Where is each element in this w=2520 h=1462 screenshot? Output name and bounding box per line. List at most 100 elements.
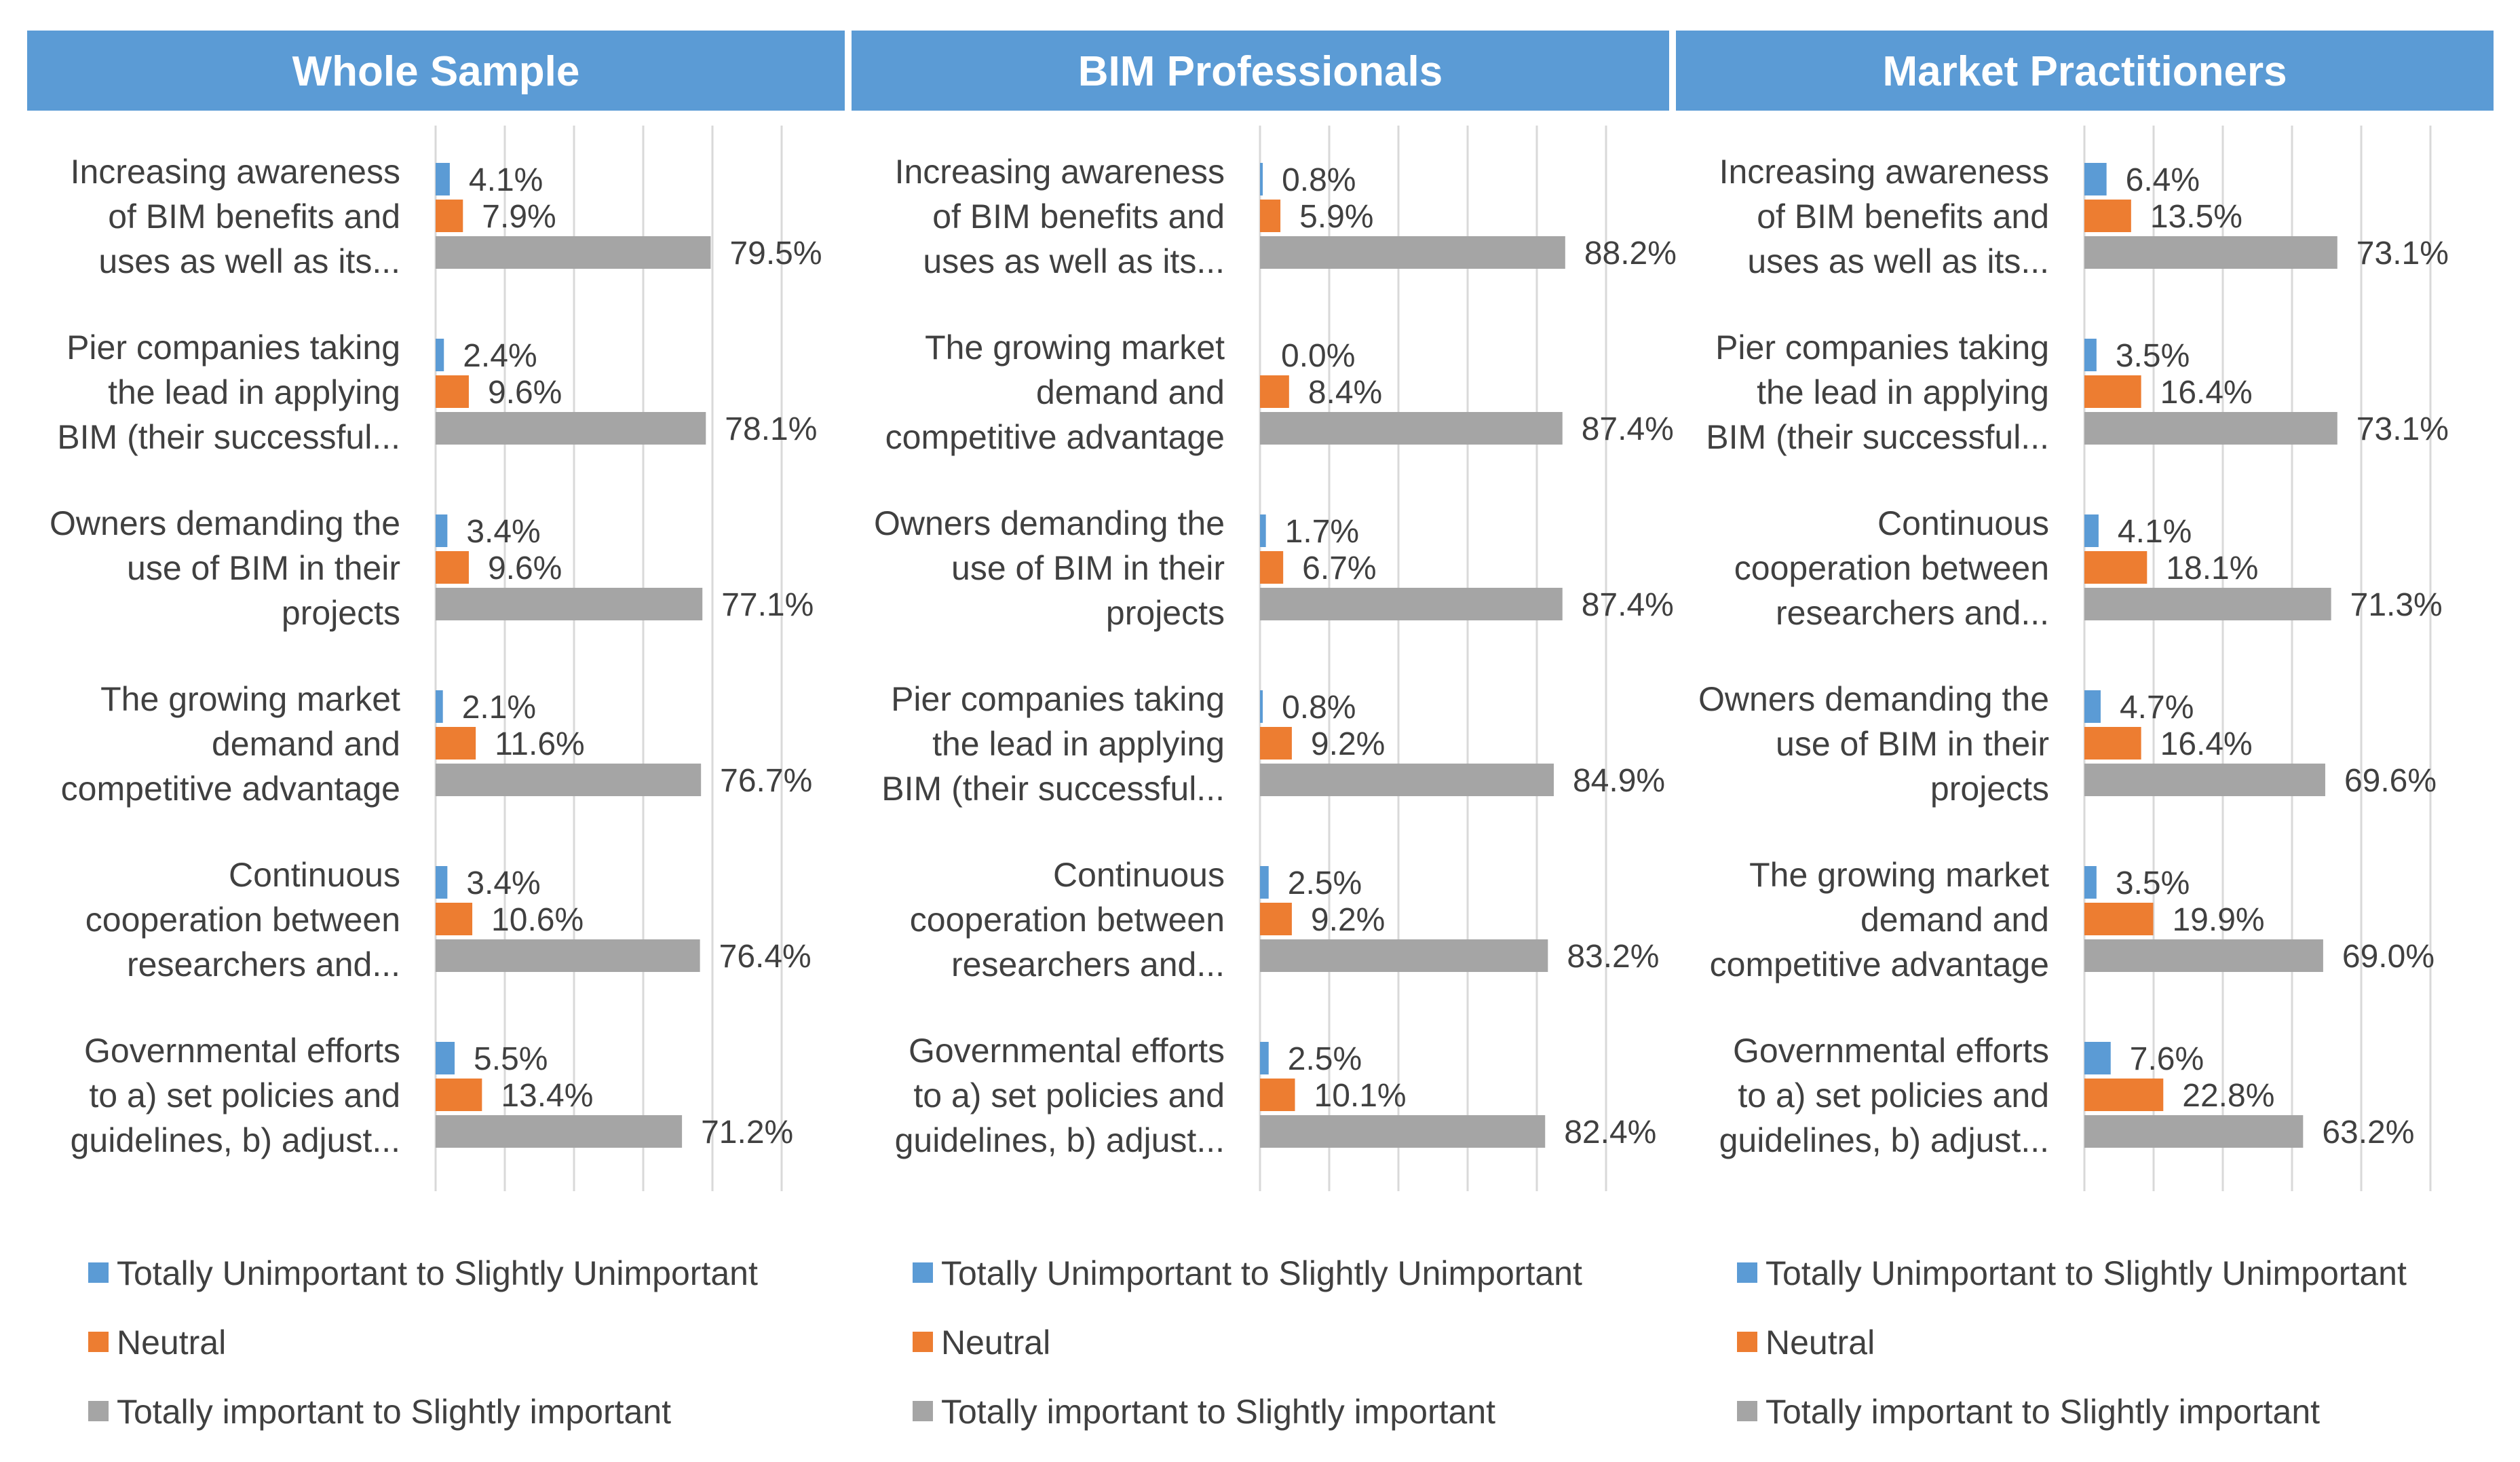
bar-unimportant — [1260, 690, 1263, 723]
category-label: demand and — [1860, 901, 2049, 939]
category-label: uses as well as its... — [98, 242, 400, 280]
category-label: Governmental efforts — [1733, 1032, 2049, 1070]
data-label-neutral: 18.1% — [2166, 550, 2258, 586]
bar-unimportant — [2084, 514, 2099, 547]
bar-important — [2084, 588, 2331, 620]
legend-label-neutral: Neutral — [117, 1324, 226, 1362]
data-label-important: 82.4% — [1564, 1114, 1656, 1150]
category-label: projects — [1106, 594, 1225, 632]
legend-label-unimportant: Totally Unimportant to Slightly Unimport… — [941, 1254, 1582, 1292]
category-label: Governmental efforts — [909, 1032, 1225, 1070]
category-label: demand and — [212, 725, 400, 763]
category-label: Pier companies taking — [1715, 329, 2049, 367]
bar-unimportant — [436, 339, 444, 371]
category-label: competitive advantage — [1710, 945, 2049, 983]
bar-important — [1260, 764, 1554, 796]
legend-label-neutral: Neutral — [941, 1324, 1050, 1362]
bar-important — [1260, 1115, 1546, 1148]
category-label: The growing market — [100, 680, 400, 718]
category-label: projects — [282, 594, 400, 632]
bar-neutral — [2084, 200, 2131, 232]
data-label-important: 87.4% — [1582, 411, 1674, 447]
category-label: Owners demanding the — [1698, 680, 2049, 718]
category-label: Increasing awareness — [895, 153, 1225, 191]
data-label-unimportant: 2.4% — [463, 338, 537, 374]
data-label-neutral: 10.1% — [1314, 1078, 1407, 1114]
legend-swatch-unimportant — [1737, 1262, 1757, 1283]
category-label: Continuous — [1053, 856, 1225, 894]
data-label-neutral: 11.6% — [495, 726, 585, 762]
category-label: of BIM benefits and — [108, 198, 400, 236]
data-label-neutral: 16.4% — [2160, 375, 2253, 411]
legend-label-important: Totally important to Slightly important — [941, 1393, 1495, 1431]
bar-important — [2084, 236, 2337, 269]
bar-unimportant — [436, 866, 448, 899]
bar-unimportant — [436, 514, 448, 547]
bar-important — [1260, 236, 1565, 269]
category-label: demand and — [1036, 373, 1225, 411]
category-label: to a) set policies and — [913, 1076, 1225, 1114]
legend-label-unimportant: Totally Unimportant to Slightly Unimport… — [117, 1254, 758, 1292]
data-label-neutral: 7.9% — [482, 199, 556, 235]
bar-unimportant — [1260, 1042, 1269, 1074]
bar-neutral — [2084, 903, 2154, 935]
data-label-neutral: 6.7% — [1302, 550, 1376, 586]
data-label-important: 84.9% — [1573, 763, 1665, 799]
category-label: Increasing awareness — [71, 153, 400, 191]
bar-unimportant — [2084, 1042, 2111, 1074]
bar-important — [1260, 588, 1563, 620]
category-label: researchers and... — [951, 945, 1225, 983]
bar-unimportant — [1260, 866, 1269, 899]
data-label-unimportant: 7.6% — [2130, 1041, 2204, 1077]
panel-header-2 — [852, 31, 1669, 111]
category-label: use of BIM in their — [127, 549, 400, 587]
data-label-important: 69.0% — [2342, 939, 2435, 975]
panel-title-2: BIM Professionals — [1078, 48, 1443, 95]
category-label: the lead in applying — [108, 373, 400, 411]
bar-neutral — [436, 375, 469, 408]
bar-neutral — [2084, 551, 2147, 584]
bar-neutral — [436, 551, 469, 584]
bar-important — [2084, 939, 2323, 972]
bar-neutral — [1260, 551, 1284, 584]
data-label-important: 79.5% — [729, 236, 822, 271]
bar-neutral — [436, 903, 473, 935]
data-label-unimportant: 0.8% — [1282, 162, 1356, 198]
data-label-important: 78.1% — [725, 411, 817, 447]
data-label-unimportant: 3.4% — [466, 865, 540, 901]
category-label: to a) set policies and — [1738, 1076, 2049, 1114]
category-label: use of BIM in their — [951, 549, 1225, 587]
category-label: cooperation between — [1734, 549, 2049, 587]
data-label-unimportant: 0.8% — [1282, 690, 1356, 726]
category-label: researchers and... — [127, 945, 400, 983]
category-label: uses as well as its... — [923, 242, 1225, 280]
legend-swatch-important — [1737, 1401, 1757, 1421]
data-label-neutral: 9.2% — [1311, 902, 1385, 938]
category-label: projects — [1930, 770, 2049, 808]
category-label: competitive advantage — [61, 770, 400, 808]
legend-swatch-important — [88, 1401, 109, 1421]
category-label: guidelines, b) adjust... — [1719, 1121, 2049, 1159]
category-label: Owners demanding the — [50, 504, 400, 542]
data-label-unimportant: 5.5% — [474, 1041, 548, 1077]
panel-title-1: Whole Sample — [292, 48, 580, 95]
data-label-important: 73.1% — [2356, 236, 2449, 271]
category-label: of BIM benefits and — [932, 198, 1225, 236]
legend-swatch-neutral — [913, 1332, 933, 1352]
data-label-unimportant: 4.1% — [469, 162, 543, 198]
category-label: BIM (their successful... — [881, 770, 1225, 808]
category-label: competitive advantage — [885, 418, 1225, 456]
bar-unimportant — [1260, 163, 1263, 195]
data-label-important: 88.2% — [1584, 236, 1677, 271]
category-label: of BIM benefits and — [1757, 198, 2049, 236]
data-label-unimportant: 3.5% — [2116, 865, 2190, 901]
category-label: to a) set policies and — [89, 1076, 400, 1114]
panel-header-3 — [1676, 31, 2494, 111]
data-label-important: 71.2% — [701, 1114, 793, 1150]
category-label: guidelines, b) adjust... — [71, 1121, 400, 1159]
bar-neutral — [2084, 727, 2141, 760]
category-label: researchers and... — [1776, 594, 2049, 632]
bar-neutral — [1260, 200, 1281, 232]
bar-important — [436, 588, 703, 620]
legend-swatch-unimportant — [913, 1262, 933, 1283]
